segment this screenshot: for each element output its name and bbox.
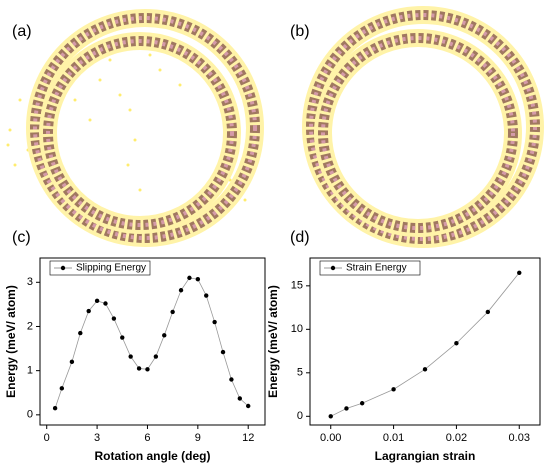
nanotube-image-a [6,9,264,247]
molecules [6,53,247,202]
y-axis-label: Energy (meV/ atom) [266,285,280,398]
x-tick-label: 9 [195,432,201,444]
data-point [111,316,117,321]
data-point [246,403,251,409]
data-point [120,335,125,340]
series-line [330,272,520,417]
panel-label: (c) [12,229,31,246]
data-point [204,293,209,298]
data-point [187,275,192,281]
data-point [170,309,175,315]
x-axis-label: Lagrangian strain [375,449,476,463]
plot-frame [39,257,266,426]
data-point [103,301,108,306]
y-tick-label: 3 [27,276,33,288]
data-point [178,288,184,293]
x-tick-label: 0.02 [446,432,467,444]
nanotube-image-b [302,6,544,248]
legend-box [49,260,151,276]
data-point [195,277,201,282]
y-tick-label: 10 [291,323,303,335]
data-point [485,309,491,315]
data-point [422,367,428,372]
data-point [220,349,226,355]
plot-frame [309,257,541,426]
data-point [128,354,133,359]
x-tick-label: 0.00 [320,432,341,444]
data-point [52,406,58,411]
x-tick-label: 0 [44,432,50,444]
data-point [59,386,65,391]
y-tick-label: 0 [297,410,303,422]
data-point [94,298,100,304]
y-tick-label: 5 [297,367,303,379]
data-point [212,319,217,325]
data-point [237,396,243,401]
series-line [54,277,249,409]
data-point [391,387,396,392]
panel-label: (a) [12,23,32,40]
y-tick-label: 1 [27,365,33,377]
y-tick-label: 15 [291,280,303,292]
panel-label: (d) [290,229,310,246]
data-point [153,354,159,359]
y-tick-label: 2 [27,320,33,332]
panel-label: (b) [290,23,310,40]
data-point [229,377,234,382]
data-point [78,330,83,336]
legend-marker [330,265,336,271]
y-tick-label: 0 [27,409,33,421]
y-axis-label: Energy (meV/ atom) [4,285,18,398]
x-tick-label: 0.03 [509,432,530,444]
legend-marker [60,265,66,271]
data-point [344,406,349,411]
x-tick-label: 6 [144,432,150,444]
data-point [69,359,75,365]
data-point [145,367,150,372]
data-point [359,401,365,406]
x-tick-label: 12 [242,432,254,444]
data-point [454,341,459,346]
x-tick-label: 3 [94,432,100,444]
legend-box [319,260,421,276]
data-point [86,308,91,314]
legend-label: Strain Energy [346,263,407,274]
x-tick-label: 0.01 [383,432,404,444]
data-point [517,270,522,275]
data-point [162,333,167,338]
data-point [328,414,333,419]
data-point [136,366,142,371]
legend-label: Slipping Energy [76,263,146,274]
x-axis-label: Rotation angle (deg) [95,449,211,463]
